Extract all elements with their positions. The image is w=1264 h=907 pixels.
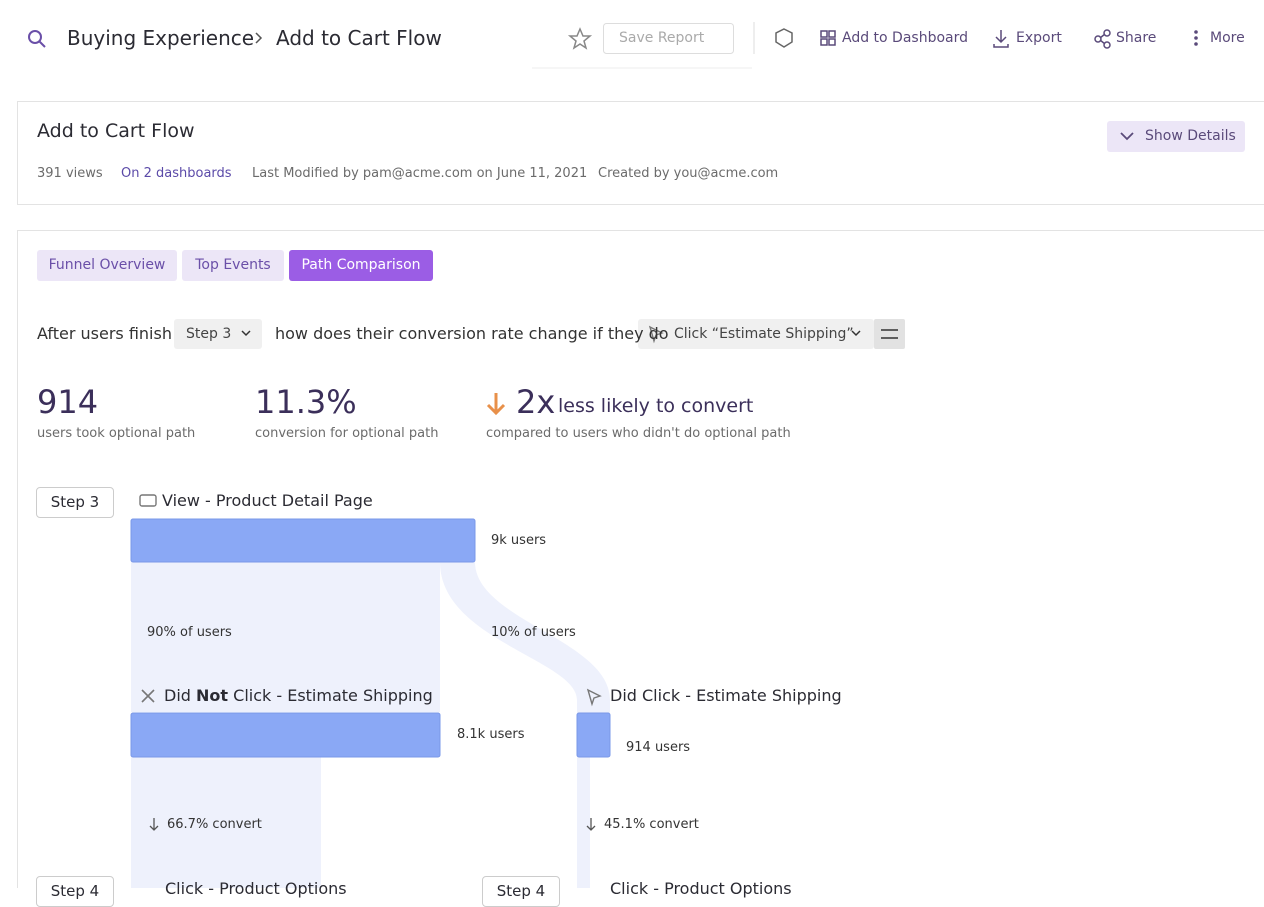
created: Created by you@acme.com (598, 166, 778, 181)
query-text: After users finish (37, 324, 172, 343)
export[interactable]: Export (1016, 30, 1062, 46)
share-label: 10% of users (491, 625, 576, 640)
breadcrumb: Add to Cart Flow (276, 26, 442, 50)
event-label: View - Product Detail Page (162, 491, 373, 510)
users-label: 8.1k users (457, 727, 524, 742)
down-arrow (488, 393, 504, 413)
event-label: Did Not Click - Estimate Shipping (164, 686, 433, 705)
event-label: Click - Product Options (610, 879, 792, 898)
views: 391 views (37, 166, 103, 181)
dashboards-link[interactable]: On 2 dashboards (121, 166, 232, 181)
event-value[interactable]: Click “Estimate Shipping” (674, 326, 854, 342)
users-label: 9k users (491, 533, 546, 548)
page-icon (140, 495, 156, 506)
more[interactable]: More (1210, 30, 1245, 46)
stat-value: 11.3% (255, 383, 357, 421)
export-icon (994, 30, 1008, 47)
event-label: Did Click - Estimate Shipping (610, 686, 842, 705)
flow-band (577, 757, 590, 888)
stat-label: conversion for optional path (255, 426, 438, 441)
tab[interactable]: Funnel Overview (37, 250, 177, 281)
star-icon[interactable] (570, 29, 590, 48)
stat-suffix: less likely to convert (558, 395, 753, 417)
stat-label: users took optional path (37, 426, 195, 441)
event-label: Click - Product Options (165, 879, 347, 898)
text: Did (164, 686, 191, 705)
save-report[interactable]: Save Report (619, 30, 704, 46)
app: Buying Experience Add to Cart Flow Save … (0, 0, 1264, 888)
shield-icon[interactable] (776, 29, 792, 47)
users-label: 914 users (626, 740, 690, 755)
convert-label: 66.7% convert (167, 817, 262, 832)
flow-bar (131, 519, 475, 562)
query-text: how does their conversion rate change if… (275, 324, 669, 343)
search-icon (39, 41, 45, 47)
page: Report {"header": {"breadcrumb": ["Buyin… (0, 0, 1264, 888)
filter-button[interactable] (874, 319, 905, 349)
more-icon (1194, 30, 1198, 46)
flow-bar (131, 713, 440, 757)
report-title: Add to Cart Flow (37, 120, 195, 142)
step-label: Step 3 (36, 487, 114, 518)
show-details[interactable]: Show Details (1145, 128, 1236, 144)
grid-icon (821, 31, 835, 45)
breadcrumb[interactable]: Buying Experience (67, 26, 254, 50)
report-card (18, 102, 1264, 205)
convert-label: 45.1% convert (604, 817, 699, 832)
step-label: Step 4 (36, 876, 114, 907)
step-label: Step 4 (482, 876, 560, 907)
share[interactable]: Share (1116, 30, 1156, 46)
stat-value: 914 (37, 383, 98, 421)
text: Click - Estimate Shipping (233, 686, 433, 705)
step-value[interactable]: Step 3 (186, 326, 231, 342)
text-bold: Not (196, 686, 228, 705)
stat-label: compared to users who didn't do optional… (486, 426, 791, 441)
breadcrumb-chevron (256, 33, 261, 43)
stat-value: 2x (516, 383, 555, 421)
share-icon (1095, 30, 1110, 48)
tab-active[interactable]: Path Comparison (289, 250, 433, 281)
tab[interactable]: Top Events (182, 250, 284, 281)
add-to-dashboard[interactable]: Add to Dashboard (842, 30, 968, 46)
modified: Last Modified by pam@acme.com on June 11… (252, 166, 587, 181)
flow-bar (577, 713, 610, 757)
share-label: 90% of users (147, 625, 232, 640)
